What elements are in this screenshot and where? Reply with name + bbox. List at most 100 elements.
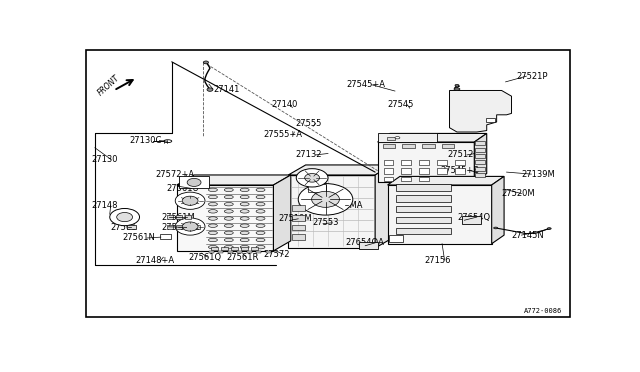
Bar xyxy=(176,215,182,219)
Bar xyxy=(292,205,305,211)
Bar xyxy=(231,247,238,250)
Bar xyxy=(292,234,305,240)
Bar xyxy=(241,247,248,250)
Bar xyxy=(251,247,258,250)
Circle shape xyxy=(296,169,328,187)
Bar xyxy=(185,225,191,228)
Ellipse shape xyxy=(493,227,498,229)
Text: 27572: 27572 xyxy=(264,250,290,259)
Bar xyxy=(179,176,209,189)
Circle shape xyxy=(110,208,140,226)
Bar xyxy=(476,173,485,177)
Ellipse shape xyxy=(256,231,265,235)
Bar xyxy=(419,177,429,181)
Ellipse shape xyxy=(240,188,249,192)
Ellipse shape xyxy=(209,210,218,213)
Ellipse shape xyxy=(240,224,249,227)
Ellipse shape xyxy=(256,224,265,227)
Ellipse shape xyxy=(209,224,218,227)
Bar xyxy=(396,228,451,234)
Bar xyxy=(396,185,451,191)
Circle shape xyxy=(204,61,209,64)
Ellipse shape xyxy=(240,210,249,213)
Bar xyxy=(462,216,481,224)
Text: 27132: 27132 xyxy=(296,150,323,160)
Polygon shape xyxy=(177,175,291,185)
Text: 27561R: 27561R xyxy=(227,253,259,262)
Ellipse shape xyxy=(256,217,265,220)
Ellipse shape xyxy=(209,217,218,220)
Text: 27561MA: 27561MA xyxy=(323,201,362,209)
Polygon shape xyxy=(288,165,392,175)
Ellipse shape xyxy=(240,238,249,242)
Ellipse shape xyxy=(256,202,265,206)
Bar xyxy=(257,251,262,253)
Polygon shape xyxy=(273,175,291,251)
Bar xyxy=(455,169,465,173)
Text: 27561N: 27561N xyxy=(122,234,155,243)
Text: 27654Q: 27654Q xyxy=(457,212,490,222)
Bar xyxy=(419,169,429,173)
Ellipse shape xyxy=(209,202,218,206)
Ellipse shape xyxy=(225,195,233,199)
Bar xyxy=(359,242,378,250)
Ellipse shape xyxy=(225,210,233,213)
Polygon shape xyxy=(378,142,474,182)
Ellipse shape xyxy=(256,210,265,213)
Text: 27130C: 27130C xyxy=(129,136,162,145)
Bar xyxy=(396,195,451,202)
Ellipse shape xyxy=(225,217,233,220)
Circle shape xyxy=(175,218,205,235)
Polygon shape xyxy=(378,134,437,142)
Bar xyxy=(266,251,271,253)
Bar xyxy=(442,144,454,148)
Text: 27141: 27141 xyxy=(213,84,239,93)
Text: 27140: 27140 xyxy=(271,100,298,109)
Bar xyxy=(401,177,412,181)
Ellipse shape xyxy=(256,246,265,249)
Text: 27512: 27512 xyxy=(447,150,474,160)
Bar xyxy=(403,144,415,148)
Bar xyxy=(185,215,191,219)
Bar xyxy=(167,215,173,219)
Text: 27553: 27553 xyxy=(312,218,339,227)
Bar xyxy=(419,160,429,165)
Ellipse shape xyxy=(225,246,233,249)
Ellipse shape xyxy=(225,188,233,192)
Ellipse shape xyxy=(209,238,218,242)
Text: 27545+B: 27545+B xyxy=(440,166,479,175)
Bar xyxy=(422,144,435,148)
Polygon shape xyxy=(449,90,511,132)
Bar xyxy=(396,217,451,223)
Circle shape xyxy=(298,183,353,215)
Polygon shape xyxy=(177,185,273,251)
Bar xyxy=(167,225,173,228)
Text: 27555+A: 27555+A xyxy=(264,130,303,140)
Bar xyxy=(476,160,485,164)
Bar xyxy=(308,183,326,192)
Bar xyxy=(437,169,447,173)
Text: 27148: 27148 xyxy=(91,201,117,209)
Bar xyxy=(292,225,305,230)
Text: 27561P: 27561P xyxy=(162,223,193,232)
Ellipse shape xyxy=(225,231,233,235)
Ellipse shape xyxy=(225,202,233,206)
Text: 27519M: 27519M xyxy=(278,214,312,223)
Bar xyxy=(228,251,233,253)
Text: 27521P: 27521P xyxy=(516,72,548,81)
Circle shape xyxy=(305,173,319,182)
Ellipse shape xyxy=(225,238,233,242)
Text: 27561U: 27561U xyxy=(167,184,200,193)
Circle shape xyxy=(116,212,132,222)
Ellipse shape xyxy=(240,195,249,199)
Text: 27572+A: 27572+A xyxy=(156,170,195,179)
Text: 27545+A: 27545+A xyxy=(347,80,386,89)
Bar xyxy=(383,177,394,181)
Polygon shape xyxy=(474,134,486,182)
Bar xyxy=(247,251,252,253)
Circle shape xyxy=(312,191,339,207)
Polygon shape xyxy=(288,175,375,248)
Bar xyxy=(396,206,451,212)
Text: 27139M: 27139M xyxy=(522,170,555,179)
Ellipse shape xyxy=(225,224,233,227)
